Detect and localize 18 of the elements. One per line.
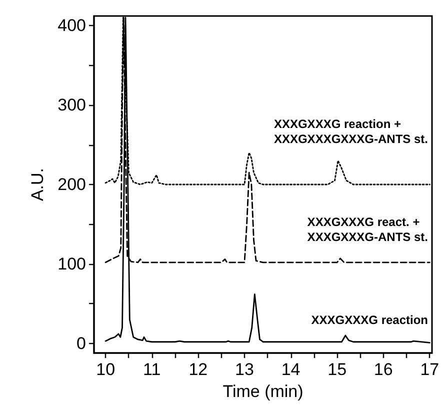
y-axis-title: A.U.: [28, 168, 47, 202]
x-tick-label: 12: [188, 360, 208, 379]
text: XXXGXXXG reaction + XXXGXXXGXXXG-ANTS st.: [274, 117, 428, 146]
series-label: XXXGXXXG react. + XXXGXXXG-ANTS st.: [307, 214, 428, 244]
x-tick-label: 16: [374, 360, 393, 379]
x-tick-label: 15: [328, 360, 347, 379]
x-tick-label: 13: [235, 360, 254, 379]
x-tick-label: 11: [143, 360, 161, 379]
y-tick-label: 400: [58, 16, 86, 36]
y-tick-label: 100: [58, 254, 86, 274]
x-axis-title: Time (min): [222, 382, 304, 401]
x-tick-label: 17: [420, 360, 440, 379]
y-tick-label: 300: [58, 96, 86, 115]
series-label: XXXGXXXG reaction: [311, 313, 428, 328]
x-tick-label: 10: [96, 360, 116, 379]
x-tick-label: 14: [281, 360, 300, 379]
y-tick-label: 200: [58, 175, 86, 194]
y-tick-label: 0: [76, 334, 86, 353]
